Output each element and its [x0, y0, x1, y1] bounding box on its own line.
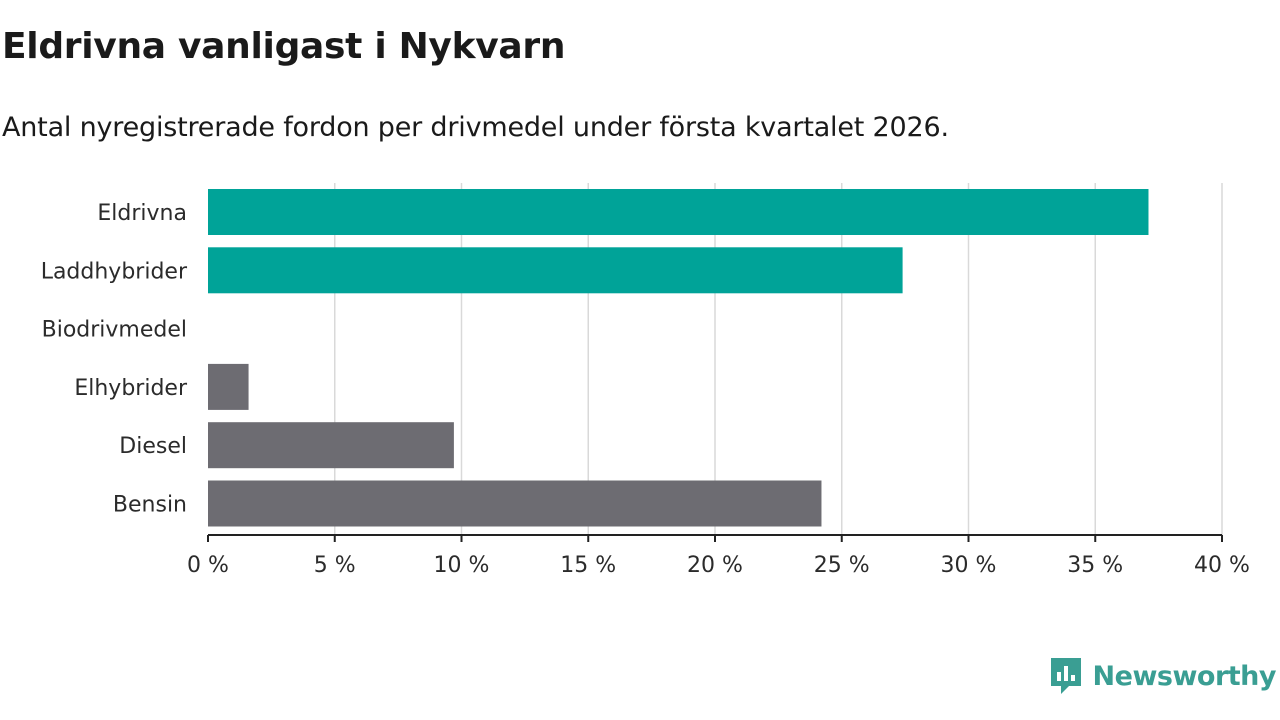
- newsworthy-logo-text: Newsworthy: [1092, 660, 1277, 692]
- category-labels: Eldrivna Laddhybrider Biodrivmedel Elhybrid…: [41, 201, 188, 518]
- x-tick-label-35: 35 %: [1067, 553, 1123, 578]
- category-label-bensin: Bensin: [113, 493, 187, 518]
- x-axis: 0 % 5 % 10 % 15 % 20 % 25 % 30 % 35 % 40 %: [187, 534, 1250, 578]
- x-tick-label-40: 40 %: [1194, 553, 1250, 578]
- bar-diesel: [208, 422, 454, 469]
- x-tick-label-10: 10 %: [434, 553, 490, 578]
- x-tick-label-30: 30 %: [941, 553, 997, 578]
- category-label-biodrivmedel: Biodrivmedel: [42, 318, 187, 343]
- x-tick-label-15: 15 %: [560, 553, 616, 578]
- x-tick-label-5: 5 %: [314, 553, 356, 578]
- category-label-laddhybrider: Laddhybrider: [41, 259, 188, 284]
- bar-eldrivna: [208, 189, 1149, 235]
- newsworthy-logo: Newsworthy: [1049, 656, 1277, 696]
- bar-layer: [208, 189, 1149, 527]
- category-label-elhybrider: Elhybrider: [74, 376, 188, 401]
- chart-subtitle: Antal nyregistrerade fordon per drivmede…: [2, 112, 949, 143]
- x-tick-label-25: 25 %: [814, 553, 870, 578]
- newsworthy-logo-icon: [1050, 658, 1081, 694]
- category-label-eldrivna: Eldrivna: [97, 201, 187, 226]
- x-tick-label-20: 20 %: [687, 553, 743, 578]
- chart-title: Eldrivna vanligast i Nykvarn: [2, 26, 566, 67]
- grid-layer: [334, 183, 1223, 535]
- x-tick-label-0: 0 %: [187, 553, 229, 578]
- category-label-diesel: Diesel: [119, 434, 187, 459]
- bar-elhybrider: [208, 363, 249, 410]
- bar-bensin: [208, 480, 822, 527]
- bar-laddhybrider: [208, 247, 903, 294]
- bar-chart: 0 % 5 % 10 % 15 % 20 % 25 % 30 % 35 % 40 % Eldri…: [41, 183, 1250, 578]
